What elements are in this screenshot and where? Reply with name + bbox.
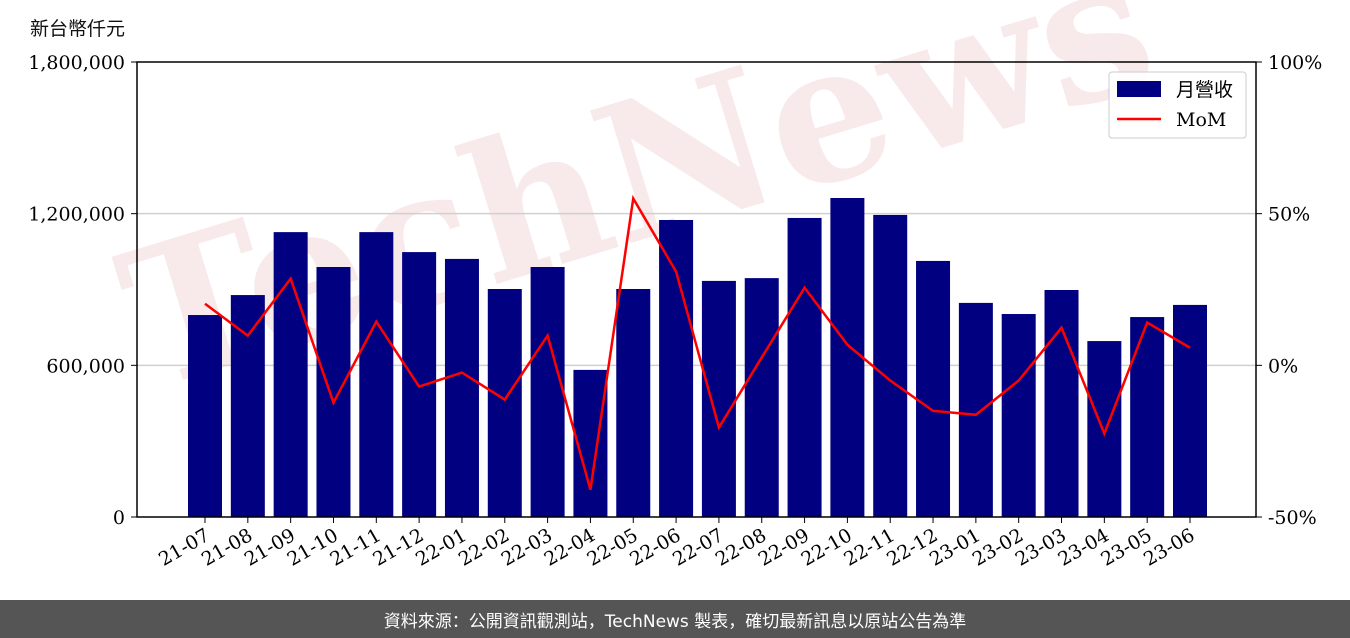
revenue-chart: TechNews0600,0001,200,0001,800,000-50%0%… [28,0,1322,571]
y-tick-label: 1,200,000 [28,204,125,226]
bar-22-02 [487,288,522,517]
y2-tick-label: 50% [1268,204,1310,226]
legend-bar-swatch [1117,81,1161,97]
source-footer: 資料來源：公開資訊觀測站，TechNews 製表，確切最新訊息以原站公告為準 [0,600,1350,638]
plot-frame [136,61,1257,518]
bar-21-10 [316,267,351,517]
legend-label-revenue: 月營收 [1176,79,1233,101]
bar-22-06 [659,219,694,517]
bar-21-07 [188,315,222,517]
bar-23-01 [958,302,993,517]
bar-23-03 [1044,290,1079,517]
bar-21-09 [273,232,308,517]
bar-22-07 [701,280,736,517]
y-axis-label: 新台幣仟元 [30,18,126,40]
bar-22-03 [530,267,565,517]
bar-22-05 [616,288,651,517]
bar-23-02 [1001,314,1036,517]
y-tick-label: 1,800,000 [28,52,125,74]
bar-21-08 [230,295,265,517]
x-tick-label: 23-06 [1140,524,1198,570]
legend: 月營收 MoM [1108,71,1247,139]
bar-22-08 [744,278,779,517]
bar-23-04 [1087,341,1122,517]
bar-22-09 [787,217,822,518]
bar-22-04 [573,369,608,517]
y2-tick-label: -50% [1268,507,1317,529]
y2-tick-label: 0% [1268,355,1298,377]
bar-23-05 [1130,317,1165,517]
y-tick-label: 600,000 [46,355,125,377]
bar-22-12 [916,260,951,517]
bar-22-10 [830,197,865,517]
y-tick-label: 0 [113,507,125,529]
mom-line [204,194,1191,491]
bar-21-11 [359,232,394,517]
y2-tick-label: 100% [1268,52,1322,74]
bar-22-11 [873,214,908,518]
bar-23-06 [1173,304,1207,517]
bar-22-01 [444,258,479,517]
legend-label-mom: MoM [1176,109,1226,131]
